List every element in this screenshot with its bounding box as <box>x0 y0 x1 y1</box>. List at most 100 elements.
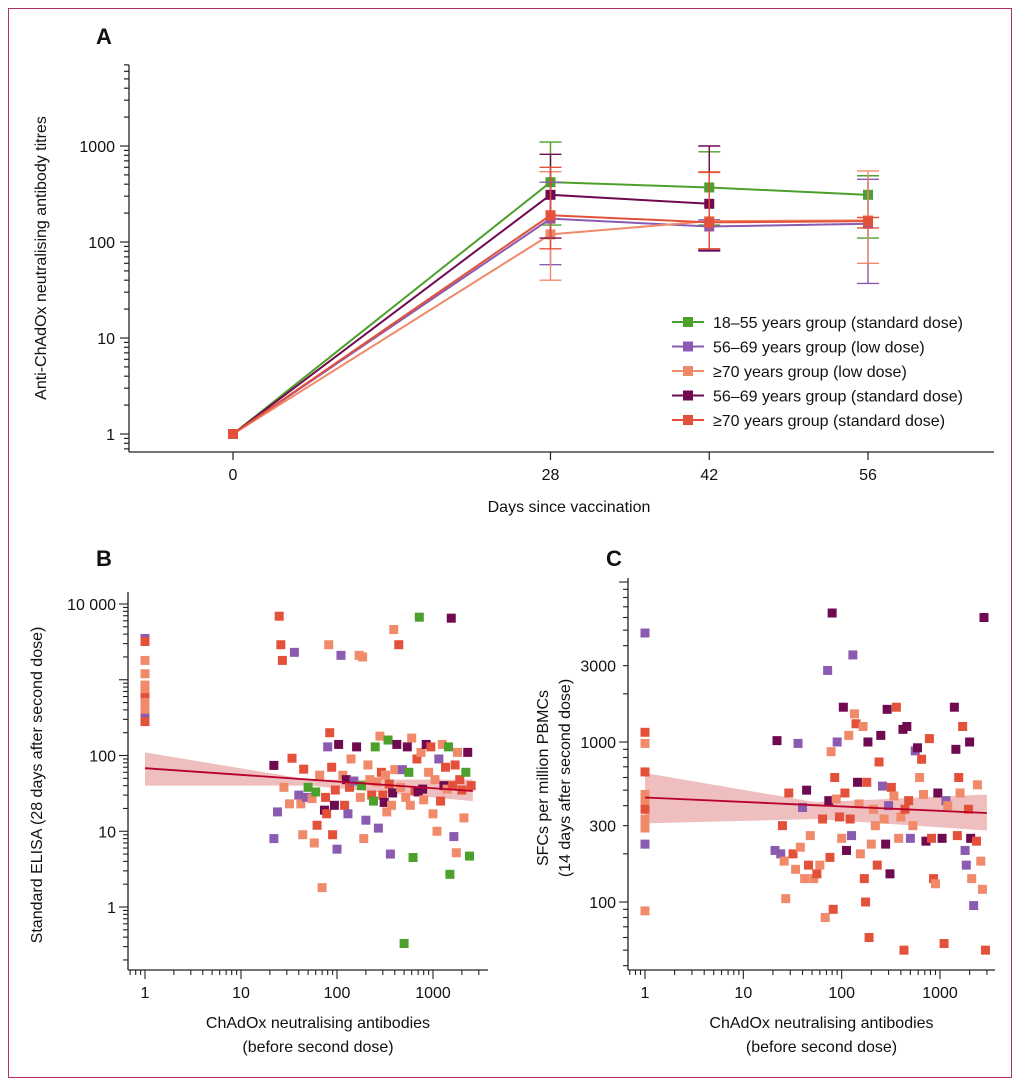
scatter-point <box>941 796 951 806</box>
scatter-point <box>358 652 368 662</box>
scatter-point <box>919 789 929 799</box>
scatter-point <box>804 860 814 870</box>
scatter-point <box>299 764 309 774</box>
scatter-point <box>823 665 833 675</box>
scatter-point <box>443 742 453 752</box>
scatter-point <box>405 800 415 810</box>
scatter-point <box>889 791 899 801</box>
scatter-point <box>931 879 941 889</box>
scatter-point <box>369 796 379 806</box>
scatter-point <box>863 737 873 747</box>
legend-marker <box>683 366 693 376</box>
scatter-point <box>912 743 922 753</box>
scatter-point <box>298 830 308 840</box>
scatter-point <box>793 738 803 748</box>
scatter-point <box>861 897 871 907</box>
scatter-point <box>383 735 393 745</box>
scatter-point <box>334 739 344 749</box>
scatter-point <box>964 804 974 814</box>
scatter-point <box>323 742 333 752</box>
scatter-point <box>388 788 398 798</box>
scatter-point <box>958 721 968 731</box>
scatter-point <box>824 796 834 806</box>
scatter-point <box>284 799 294 809</box>
scatter-point <box>434 754 444 764</box>
scatter-point <box>428 809 438 819</box>
scatter-point <box>345 782 355 792</box>
scatter-point <box>441 762 451 772</box>
scatter-point <box>832 737 842 747</box>
scatter-point <box>273 807 283 817</box>
scatter-point <box>960 845 970 855</box>
scatter-point <box>640 906 650 916</box>
scatter-point <box>955 788 965 798</box>
scatter-point <box>450 760 460 770</box>
scatter-point <box>877 781 887 791</box>
scatter-point <box>800 874 810 884</box>
scatter-point <box>346 754 356 764</box>
scatter-point <box>972 780 982 790</box>
scatter-point <box>784 788 794 798</box>
x-axis-title: ChAdOx neutralising antibodies <box>206 1015 430 1032</box>
scatter-point <box>140 655 150 665</box>
x-tick-label: 10 <box>734 985 752 1002</box>
scatter-point <box>943 801 953 811</box>
scatter-point <box>287 753 297 763</box>
scatter-point <box>777 821 787 831</box>
scatter-point <box>855 849 865 859</box>
scatter-point <box>315 770 325 780</box>
scatter-point <box>140 717 150 727</box>
scatter-point <box>640 738 650 748</box>
scatter-point <box>397 765 407 775</box>
scatter-point <box>414 612 424 622</box>
scatter-point <box>453 747 463 757</box>
scatter-point <box>412 754 422 764</box>
x-axis-title: ChAdOx neutralising antibodies <box>709 1015 933 1032</box>
scatter-point <box>640 804 650 814</box>
scatter-point <box>885 869 895 879</box>
panel-a-letter: A <box>96 24 112 49</box>
scatter-point <box>277 655 287 665</box>
scatter-point <box>818 814 828 824</box>
scatter-point <box>640 823 650 833</box>
series-line <box>232 181 869 435</box>
scatter-point <box>891 702 901 712</box>
scatter-point <box>640 789 650 799</box>
figure-frame <box>8 8 1012 1078</box>
scatter-point <box>904 796 914 806</box>
scatter-point <box>382 807 392 817</box>
scatter-point <box>361 815 371 825</box>
scatter-point <box>882 704 892 714</box>
scatter-point <box>881 839 891 849</box>
scatter-point <box>336 650 346 660</box>
scatter-point <box>455 775 465 785</box>
scatter-point <box>915 772 925 782</box>
scatter-point <box>419 795 429 805</box>
regression-line <box>644 796 987 814</box>
scatter-point <box>976 856 986 866</box>
scatter-point <box>373 823 383 833</box>
scatter-point <box>451 848 461 858</box>
scatter-point <box>322 809 332 819</box>
scatter-point <box>343 809 353 819</box>
scatter-point <box>837 833 847 843</box>
y-tick-label: 10 000 <box>67 597 116 614</box>
scatter-point <box>408 853 418 863</box>
x-tick-label: 42 <box>700 467 718 484</box>
scatter-point <box>815 860 825 870</box>
scatter-point <box>375 731 385 741</box>
x-tick-label: 1 <box>641 985 650 1002</box>
scatter-point <box>446 613 456 623</box>
scatter-point <box>401 792 411 802</box>
scatter-point <box>330 785 340 795</box>
scatter-point <box>430 775 440 785</box>
scatter-point <box>849 709 859 719</box>
legend-marker <box>683 390 693 401</box>
x-tick-label: 28 <box>542 467 560 484</box>
scatter-point <box>294 790 304 800</box>
y-tick-label: 100 <box>88 235 115 252</box>
panel-a: A 1 10 100 1000 0 28 42 56 Days since vaccination… <box>33 24 994 516</box>
y-tick-label: 3000 <box>580 659 616 676</box>
scatter-point <box>825 852 835 862</box>
